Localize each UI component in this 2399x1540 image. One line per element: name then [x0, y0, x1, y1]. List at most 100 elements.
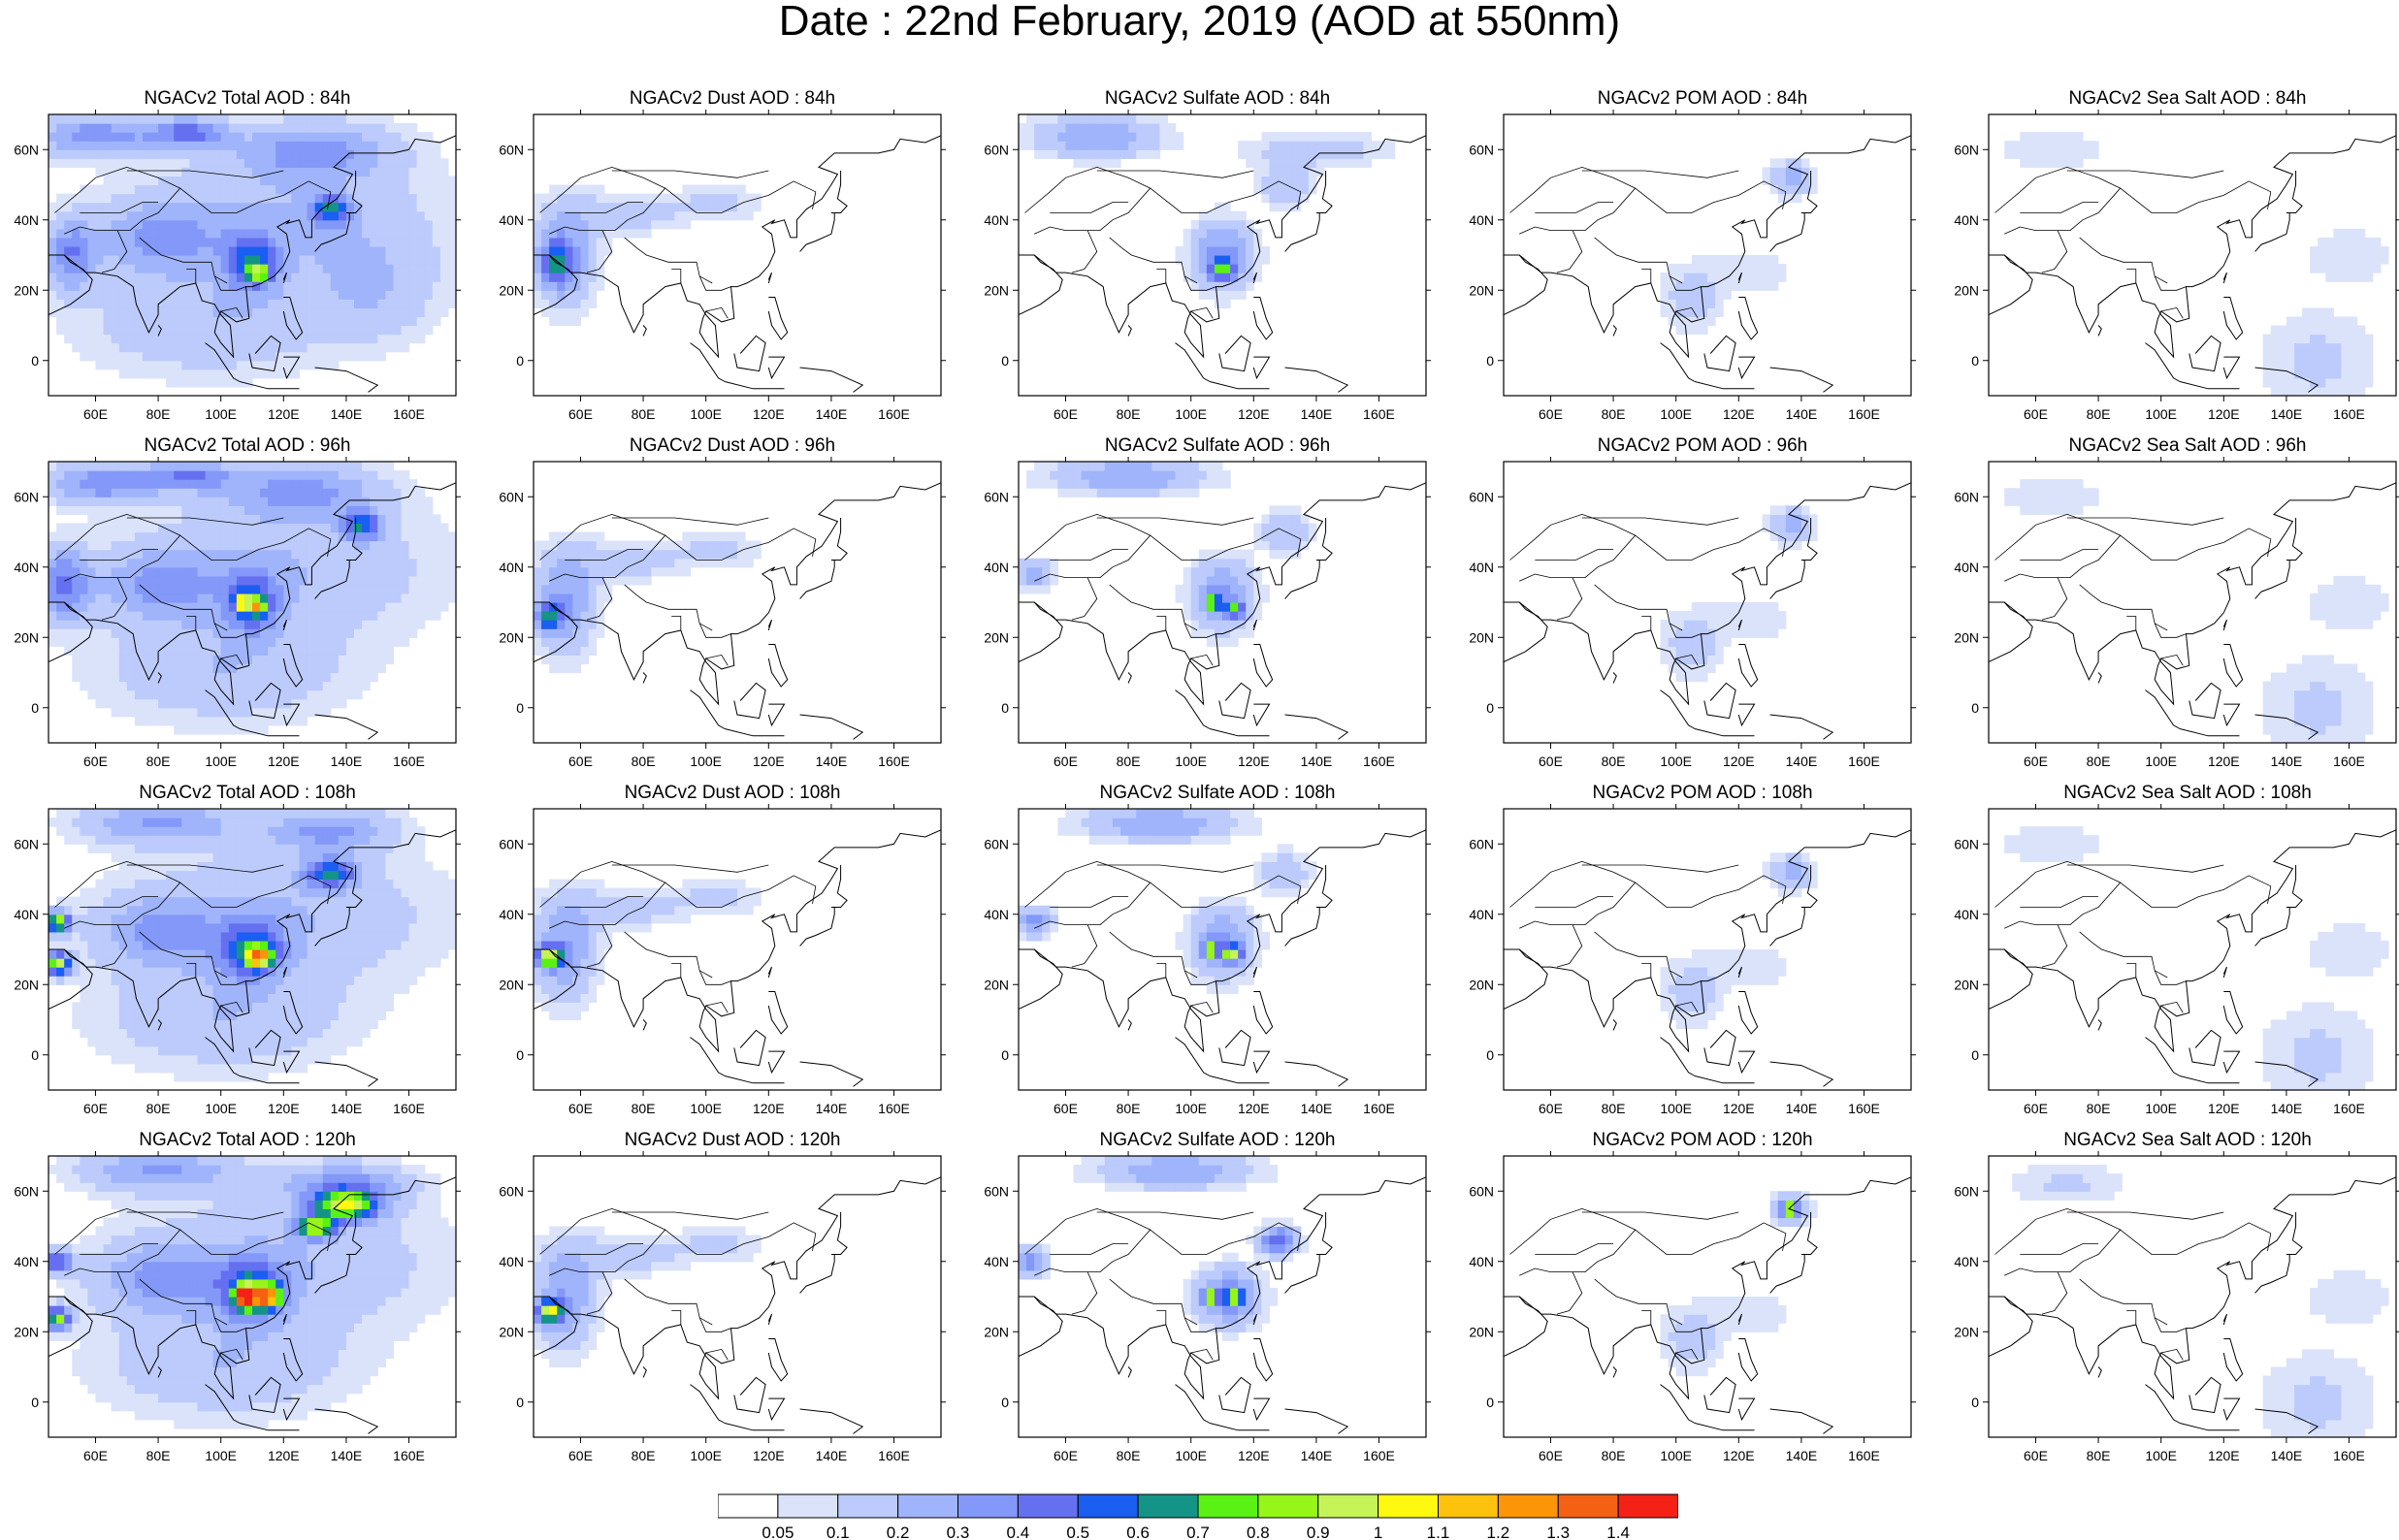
- aod-cell: [362, 342, 371, 353]
- aod-cell: [236, 290, 245, 300]
- aod-cell: [439, 602, 449, 612]
- aod-cell: [80, 681, 88, 691]
- aod-cell: [596, 281, 605, 291]
- aod-cell: [338, 334, 347, 344]
- x-tick-label: 160E: [393, 406, 425, 422]
- aod-cell: [416, 245, 426, 256]
- aod-cell: [362, 584, 371, 594]
- aod-cell: [338, 672, 347, 683]
- coastline: [1989, 254, 2033, 316]
- aod-cell: [580, 531, 590, 542]
- aod-cell: [142, 566, 151, 577]
- aod-cell: [236, 334, 245, 344]
- aod-cell: [64, 193, 73, 204]
- aod-cell: [354, 132, 363, 142]
- coastline: [1800, 198, 1818, 213]
- aod-cell: [80, 245, 88, 256]
- aod-cell: [158, 351, 167, 362]
- aod-cell: [330, 646, 340, 656]
- aod-cell: [111, 281, 120, 291]
- aod-cell: [111, 470, 120, 480]
- aod-cell: [2341, 707, 2350, 718]
- aod-cell: [2262, 707, 2272, 718]
- aod-cell: [1096, 141, 1106, 150]
- map-outlines: [1989, 135, 2396, 393]
- aod-cell: [345, 470, 355, 480]
- aod-cell: [2278, 681, 2287, 691]
- aod-cell: [118, 123, 128, 133]
- aod-cell: [142, 255, 151, 265]
- aod-cell: [87, 316, 97, 327]
- aod-cell: [220, 307, 230, 318]
- aod-cell: [2349, 228, 2358, 239]
- aod-cell: [111, 184, 120, 195]
- aod-cell: [432, 237, 441, 247]
- aod-cell: [2004, 149, 2013, 159]
- country-border: [80, 202, 159, 213]
- aod-cell: [385, 334, 394, 344]
- aod-cell: [1253, 228, 1262, 239]
- x-tick-label: 140E: [2271, 406, 2303, 422]
- aod-cell: [268, 281, 276, 291]
- aod-cell: [314, 158, 324, 168]
- aod-cell: [588, 575, 598, 586]
- x-tick-label: 100E: [2145, 406, 2177, 422]
- aod-cell: [1214, 264, 1223, 273]
- aod-cell: [307, 681, 316, 691]
- aod-cell: [158, 316, 167, 327]
- aod-cell: [424, 497, 434, 506]
- aod-cell: [205, 334, 214, 344]
- aod-cell: [260, 132, 269, 142]
- aod-cell: [197, 646, 207, 656]
- aod-cell: [80, 602, 88, 612]
- aod-cell: [1707, 655, 1716, 665]
- aod-cell: [103, 281, 113, 291]
- x-tick-label: 60E: [1054, 754, 1078, 769]
- aod-cell: [283, 369, 292, 379]
- aod-cell: [2074, 505, 2084, 515]
- aod-cell: [276, 141, 284, 150]
- aod-cell: [158, 255, 167, 265]
- aod-cell: [64, 566, 73, 577]
- aod-cell: [408, 558, 418, 568]
- aod-cell: [393, 264, 403, 273]
- aod-cell: [243, 114, 253, 124]
- aod-cell: [1315, 149, 1325, 159]
- aod-cell: [197, 681, 207, 691]
- aod-cell: [439, 264, 449, 273]
- aod-cell: [158, 219, 167, 230]
- aod-cell: [2380, 255, 2389, 265]
- aod-cell: [64, 334, 73, 344]
- aod-cell: [103, 167, 113, 177]
- aod-cell: [283, 176, 292, 186]
- aod-cell: [80, 663, 88, 674]
- aod-cell: [252, 245, 261, 256]
- aod-cell: [2325, 663, 2334, 674]
- aod-cell: [2349, 716, 2358, 726]
- aod-cell: [64, 497, 73, 506]
- aod-cell: [243, 176, 253, 186]
- aod-cell: [150, 176, 159, 186]
- aod-cell: [2270, 342, 2280, 353]
- aod-cell: [1707, 637, 1716, 647]
- aod-cell: [1300, 132, 1310, 142]
- aod-cell: [252, 281, 261, 291]
- aod-cell: [330, 325, 340, 336]
- aod-cell: [745, 193, 754, 204]
- aod-cell: [345, 566, 355, 577]
- x-tick-label: 80E: [1117, 406, 1141, 422]
- aod-cell: [1050, 566, 1058, 577]
- aod-cell: [377, 316, 386, 327]
- aod-cell: [95, 637, 105, 647]
- aod-cell: [1230, 620, 1239, 629]
- aod-cell: [338, 620, 347, 629]
- aod-cell: [252, 132, 261, 142]
- aod-cell: [362, 628, 371, 638]
- aod-cell: [268, 698, 276, 709]
- map-outlines: [1989, 482, 2396, 740]
- aod-cell: [212, 690, 222, 700]
- aod-cell: [236, 369, 245, 379]
- aod-cell: [252, 264, 261, 273]
- aod-cell: [252, 114, 261, 124]
- aod-cell: [1073, 462, 1083, 471]
